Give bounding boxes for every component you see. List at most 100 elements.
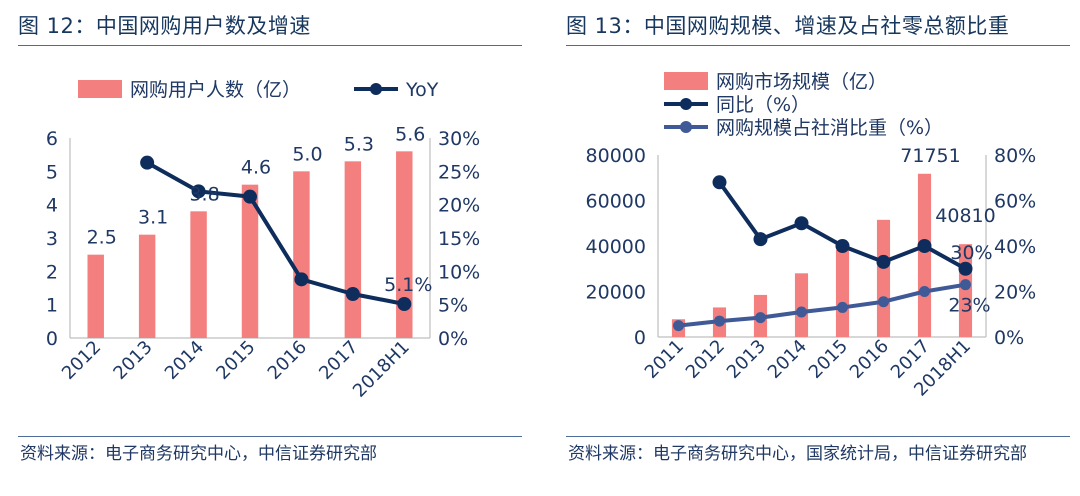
left-bar	[396, 151, 413, 338]
left-data-label: 5.6	[395, 123, 425, 145]
right-line-1-point	[753, 232, 768, 247]
right-line-2-point	[673, 320, 684, 332]
right-bar	[917, 173, 932, 337]
figure-13-panel: 图 13：中国网购规模、增速及占社零总额比重 0 20000 40000 60000 8…	[566, 0, 1080, 496]
left-y-tick-label: 6	[46, 128, 58, 150]
right-x-tick-label: 2015	[805, 336, 852, 383]
right-y2-tick-label: 0%	[994, 327, 1024, 349]
left-legend-label: YoY	[405, 79, 439, 101]
left-bar	[344, 161, 362, 338]
right-line-1-point	[794, 216, 809, 231]
figure-13-source-rule	[566, 436, 1070, 437]
left-y-tick-label: 1	[46, 295, 58, 317]
market-size-chart: 0200004000060000800000%20%40%60%80%20112…	[586, 71, 1037, 401]
right-y-tick-label: 40000	[586, 236, 646, 258]
right-line-2-point	[919, 286, 930, 297]
left-legend-label: 网购用户人数（亿）	[130, 79, 301, 101]
figure-13-title-rule	[566, 45, 1070, 46]
left-bar	[138, 234, 156, 338]
right-legend-bar-swatch	[664, 72, 708, 90]
figure-13-source: 资料来源：电子商务研究中心，国家统计局，中信证券研究部	[568, 444, 1027, 464]
figure-12-source-rule	[18, 436, 522, 437]
right-data-label: 30%	[950, 242, 992, 264]
left-bar	[293, 171, 310, 338]
right-x-tick-label: 2011	[641, 336, 688, 383]
right-line-1-point	[917, 239, 932, 253]
left-x-tick-label: 2018H1	[349, 337, 414, 402]
left-line-1-point	[243, 189, 257, 204]
right-data-label: 71751	[900, 145, 960, 167]
right-legend-label: 同比（%）	[716, 94, 810, 116]
left-x-tick-label: 2016	[264, 337, 311, 384]
left-data-label: 5.3	[344, 133, 374, 155]
right-bar	[835, 249, 850, 337]
right-line-2-point	[755, 312, 766, 324]
right-line-2-point	[714, 315, 725, 327]
figure-12-title: 图 12：中国网购用户数及增速	[18, 14, 311, 38]
left-bar	[190, 211, 207, 338]
left-x-tick-label: 2013	[109, 337, 156, 384]
right-y-tick-label: 60000	[586, 191, 646, 213]
left-data-label: 4.6	[241, 157, 271, 179]
right-line-1-point	[712, 175, 727, 190]
right-line-1-point	[958, 261, 973, 276]
left-y2-tick-label: 10%	[438, 261, 480, 283]
right-x-tick-label: 2012	[682, 336, 729, 383]
right-y-tick-label: 0	[634, 327, 646, 349]
left-bar	[241, 184, 259, 338]
left-legend-bar-swatch	[78, 80, 122, 98]
left-y2-tick-label: 5%	[438, 295, 468, 317]
left-legend-line-marker	[370, 83, 382, 95]
right-x-tick-label: 2014	[764, 336, 811, 383]
right-y-tick-label: 20000	[586, 282, 646, 304]
right-data-label: 40810	[935, 205, 995, 227]
right-bar	[876, 219, 891, 337]
figure-12-source: 资料来源：电子商务研究中心，中信证券研究部	[20, 444, 377, 464]
right-line-2	[678, 282, 966, 328]
right-y2-tick-label: 80%	[994, 145, 1036, 167]
left-y2-tick-label: 20%	[438, 195, 480, 217]
right-line-2-point	[960, 279, 971, 291]
left-line-1-point	[294, 272, 309, 287]
right-y2-tick-label: 40%	[994, 236, 1036, 258]
left-data-label: 5.0	[292, 143, 322, 165]
figure-13-title: 图 13：中国网购规模、增速及占社零总额比重	[566, 14, 1010, 38]
right-bar	[794, 273, 809, 337]
left-data-label: 3.1	[138, 207, 168, 229]
left-x-tick-label: 2015	[212, 337, 259, 384]
left-line-1-point	[397, 297, 412, 311]
left-y-tick-label: 0	[46, 328, 58, 350]
left-y2-tick-label: 0%	[438, 328, 468, 350]
left-y-tick-label: 5	[46, 161, 58, 183]
left-y-tick-label: 3	[46, 228, 58, 250]
left-x-tick-label: 2012	[58, 337, 105, 384]
right-y-tick-label: 80000	[586, 145, 646, 167]
right-legend-line-marker	[680, 98, 692, 110]
left-x-tick-label: 2014	[161, 337, 208, 384]
right-y2-tick-label: 20%	[994, 282, 1036, 304]
right-legend-label: 网购规模占社消比重（%）	[716, 117, 943, 139]
figure-12-title-rule	[18, 45, 522, 46]
left-bar	[87, 254, 104, 338]
right-y2-tick-label: 60%	[994, 191, 1036, 213]
right-line-2-point	[837, 301, 848, 313]
right-legend-label: 网购市场规模（亿）	[716, 71, 887, 93]
right-line-2-point	[878, 296, 889, 308]
right-line-1-point	[835, 239, 850, 253]
right-line-2-point	[796, 306, 807, 318]
left-line-1-point	[140, 155, 155, 170]
figure-12-panel: 图 12：中国网购用户数及增速 0 1 2 3 4 5 6 0% 5% 10% 15% 20% 25% 3…	[18, 0, 538, 496]
left-y-tick-label: 4	[46, 195, 58, 217]
left-y2-tick-label: 25%	[438, 161, 480, 183]
right-legend-line-marker	[680, 121, 692, 133]
right-data-label: 23%	[948, 295, 990, 317]
left-data-label: 3.8	[189, 183, 219, 205]
left-data-label: 2.5	[87, 227, 117, 249]
left-x-tick-label: 2017	[315, 337, 362, 384]
right-line-1-point	[876, 254, 891, 269]
left-y2-tick-label: 30%	[438, 128, 480, 150]
left-line-1-point	[345, 287, 360, 301]
left-y2-tick-label: 15%	[438, 228, 480, 250]
right-x-tick-label: 2016	[846, 336, 893, 383]
